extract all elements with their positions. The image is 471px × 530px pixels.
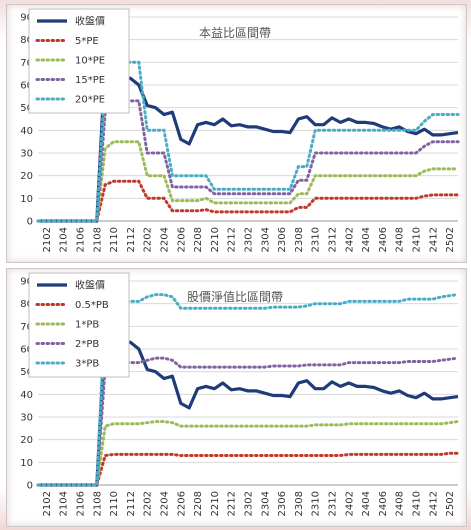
x-tick-label: 2202 [143,491,154,516]
series-line-2 [36,140,460,223]
x-tick-label: 2406 [378,491,389,516]
legend-label: 20*PE [75,95,105,106]
x-tick-label: 2312 [328,227,339,252]
legend-label: 3*PB [75,359,99,370]
y-tick-label: 20 [20,435,33,446]
x-tick-label: 2210 [210,491,221,516]
x-tick-label: 2204 [160,491,171,516]
x-tick-label: 2106 [76,227,87,252]
y-tick-label: 70 [20,322,33,333]
x-tick-label: 2102 [42,491,53,516]
x-tick-label: 2104 [59,227,70,252]
x-tick-label: 2408 [395,227,406,252]
x-tick-label: 2502 [445,227,456,252]
x-tick-label: 2210 [210,227,221,252]
x-tick-label: 2106 [76,491,87,516]
x-tick-label: 2102 [42,227,53,252]
x-tick-label: 2306 [277,491,288,516]
x-tick-label: 2304 [260,491,271,516]
x-tick-label: 2412 [428,491,439,516]
x-tick-label: 2502 [445,491,456,516]
y-tick-label: 40 [20,390,33,401]
y-tick-label: 50 [20,367,33,378]
chart-title: 股價淨值比區間帶 [187,289,283,304]
y-tick-label: 80 [20,35,33,46]
x-tick-label: 2302 [244,491,255,516]
legend-label: 5*PE [75,36,99,47]
legend-label: 10*PE [75,56,105,67]
x-tick-label: 2108 [92,227,103,252]
pe-band-chart-panel: 0 10 20 30 40 50 60 70 80 90 2102 2104 2106 2108 2110 2… [6,4,467,263]
x-tick-label: 2208 [193,491,204,516]
x-tick-label: 2404 [361,227,372,252]
y-tick-label: 80 [20,299,33,310]
legend-label: 1*PB [75,320,99,331]
x-tick-label: 2310 [311,227,322,252]
x-tick-label: 2112 [126,491,137,516]
x-tick-label: 2402 [344,227,355,252]
x-tick-label: 2306 [277,227,288,252]
chart-title: 本益比區間帶 [199,26,271,40]
x-tick-label: 2110 [109,491,120,516]
legend-label: 2*PB [75,339,99,350]
series-line-1 [36,179,460,223]
x-tick-label: 2206 [176,491,187,516]
x-tick-label: 2308 [294,227,305,252]
x-tick-label: 2410 [412,491,423,516]
x-tick-label: 2208 [193,227,204,252]
series-line-2 [36,420,460,487]
pb-band-chart-panel: 0 10 20 30 40 50 60 70 80 90 2102 2104 2106 2108 2110 2… [6,268,467,527]
y-tick-label: 30 [20,413,33,424]
x-tick-label: 2402 [344,491,355,516]
x-tick-label: 2302 [244,227,255,252]
x-tick-label: 2110 [109,227,120,252]
y-tick-label: 0 [27,481,33,492]
y-tick-label: 60 [20,81,33,92]
x-tick-label: 2308 [294,491,305,516]
x-tick-label: 2212 [227,491,238,516]
legend: 收盤價 0.5*PB 1*PB 2*PB 3*PB [28,272,130,378]
y-tick-label: 10 [20,194,33,205]
x-tick-label: 2310 [311,491,322,516]
y-tick-label: 60 [20,345,33,356]
x-tick-label: 2212 [227,227,238,252]
x-tick-label: 2404 [361,491,372,516]
x-tick-label: 2406 [378,227,389,252]
x-tick-label: 2410 [412,227,423,252]
x-tick-label: 2312 [328,491,339,516]
legend-label: 收盤價 [75,279,105,292]
y-tick-label: 90 [20,277,33,288]
legend-box [28,8,130,114]
x-tick-label: 2412 [428,227,439,252]
y-tick-label: 30 [20,149,33,160]
legend-label: 0.5*PB [75,300,109,311]
legend: 收盤價 5*PE 10*PE 15*PE 20*PE [28,8,130,114]
legend-label: 收盤價 [75,15,105,28]
y-tick-label: 40 [20,126,33,137]
x-tick-label: 2112 [126,227,137,252]
x-tick-label: 2304 [260,227,271,252]
y-tick-label: 50 [20,103,33,114]
x-tick-label: 2206 [176,227,187,252]
x-tick-label: 2108 [92,491,103,516]
x-tick-label: 2202 [143,227,154,252]
x-tick-label: 2104 [59,491,70,516]
y-tick-label: 90 [20,13,33,24]
y-tick-label: 10 [20,458,33,469]
legend-box [28,272,130,378]
y-tick-label: 0 [27,217,33,228]
x-tick-label: 2204 [160,227,171,252]
x-tick-label: 2408 [395,491,406,516]
pb-band-chart: 0 10 20 30 40 50 60 70 80 90 2102 2104 2106 2108 2110 2… [20,272,460,516]
y-tick-label: 20 [20,171,33,182]
pe-band-chart: 0 10 20 30 40 50 60 70 80 90 2102 2104 2106 2108 2110 2… [20,8,460,252]
y-tick-label: 70 [20,58,33,69]
series-line-1 [36,451,460,487]
legend-label: 15*PE [75,75,105,86]
